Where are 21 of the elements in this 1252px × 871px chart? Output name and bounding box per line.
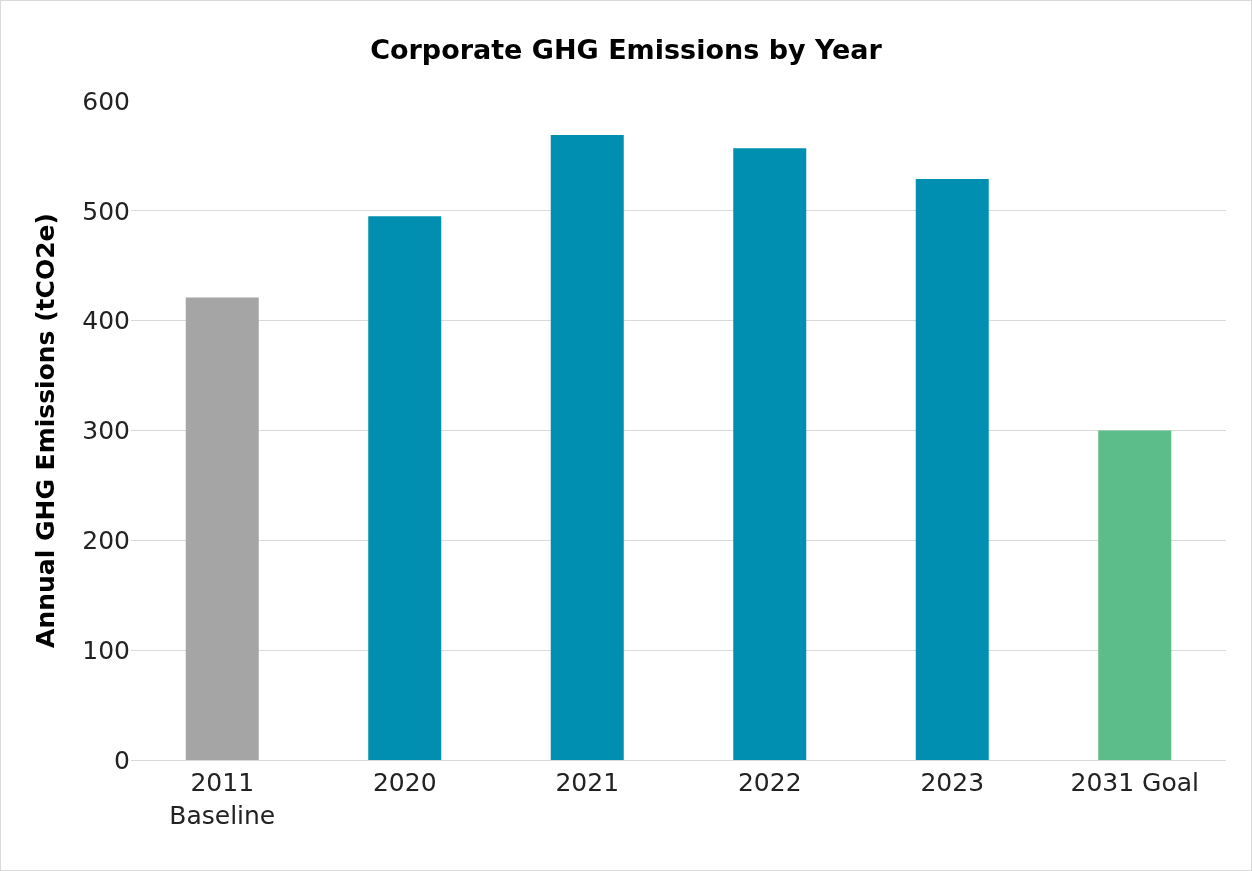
- bar: [550, 135, 624, 760]
- x-tick-label: 2022: [737, 768, 802, 797]
- bar: [185, 297, 259, 760]
- bar: [368, 216, 442, 760]
- y-tick-label: 400: [82, 306, 130, 336]
- y-tick-label: 200: [82, 526, 130, 556]
- y-tick-label: 600: [82, 86, 130, 116]
- y-tick-label: 500: [82, 196, 130, 226]
- x-tick-label: 2021: [555, 768, 620, 797]
- x-tick-label: 2020: [372, 768, 437, 797]
- bar: [1098, 430, 1172, 760]
- x-tick-label: 2031 Goal: [1070, 768, 1200, 797]
- y-axis-title: Annual GHG Emissions (tCO2e): [31, 213, 61, 648]
- bar: [915, 178, 989, 760]
- x-tick-label: 2011 Baseline: [169, 768, 276, 830]
- y-tick-label: 100: [82, 635, 130, 665]
- x-tick-label: 2023: [920, 768, 985, 797]
- y-tick-label: 0: [114, 745, 130, 775]
- chart-title: Corporate GHG Emissions by Year: [370, 34, 883, 65]
- y-tick-label: 300: [82, 416, 130, 446]
- bar: [733, 148, 807, 760]
